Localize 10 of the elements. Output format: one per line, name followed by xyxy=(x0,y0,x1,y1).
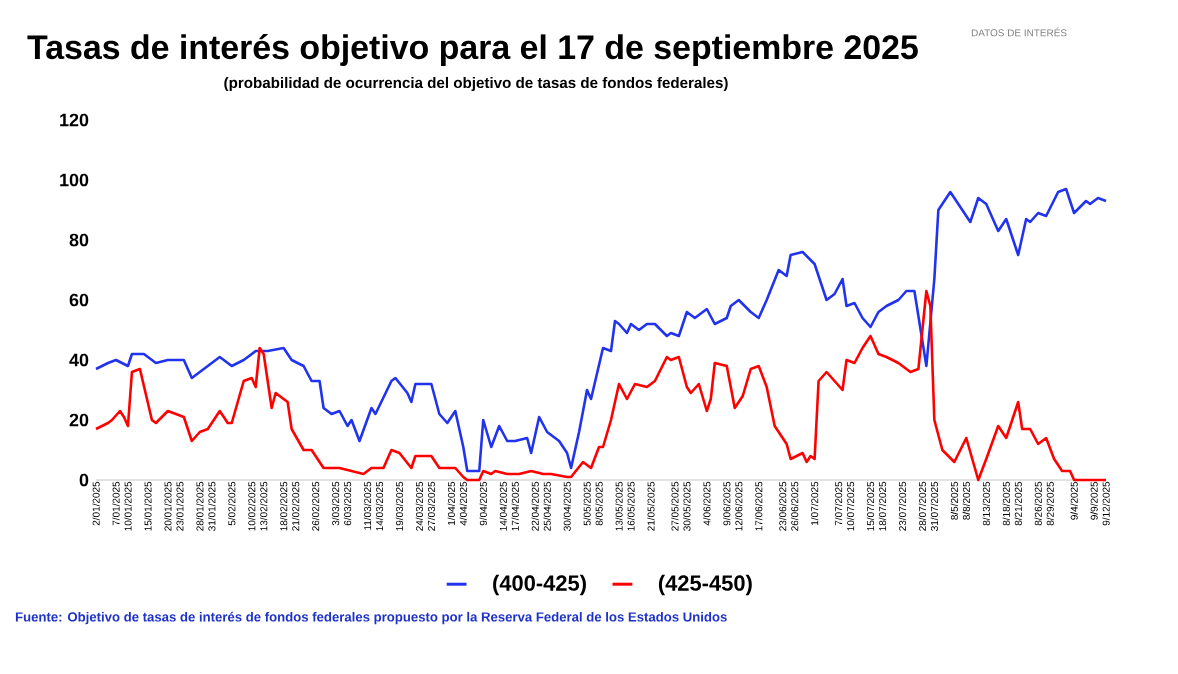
legend-label: (425-450) xyxy=(658,574,752,596)
legend-label: (400-425) xyxy=(493,574,586,596)
y-tick-label: 120 xyxy=(60,113,89,127)
y-tick-label: 80 xyxy=(69,233,89,247)
y-tick-label: 0 xyxy=(79,473,89,487)
y-tick-label: 60 xyxy=(69,293,89,307)
y-tick-label: 100 xyxy=(60,173,89,187)
chart-title: Tasas de interés objetivo para el 17 de septiembre 2025 xyxy=(27,34,918,66)
y-tick-label: 20 xyxy=(69,413,89,427)
y-tick-label: 40 xyxy=(69,353,89,367)
